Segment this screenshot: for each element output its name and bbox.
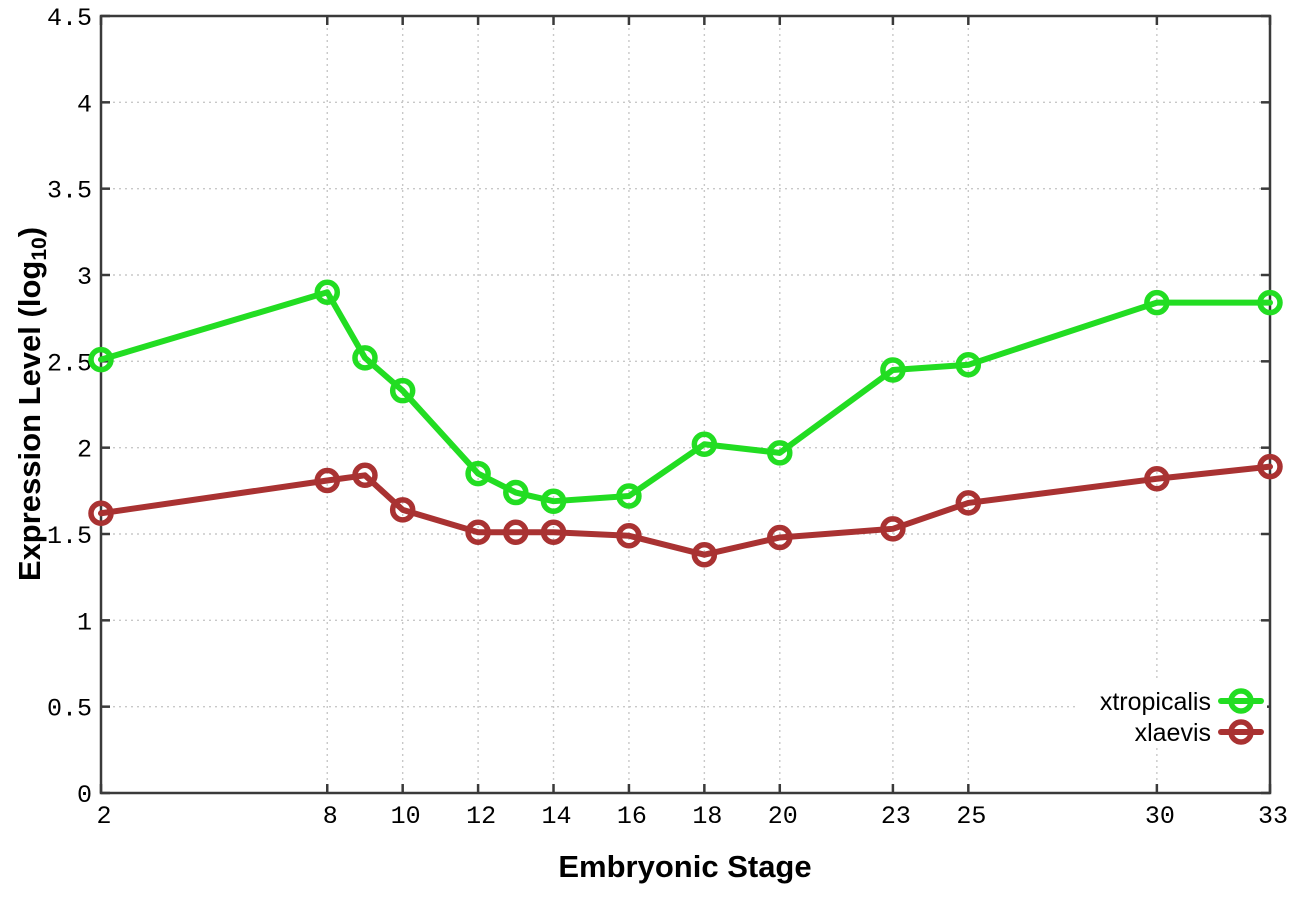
- data-point-xtropicalis: [1144, 289, 1170, 316]
- y-tick-label: 0.5: [47, 695, 92, 724]
- legend-marker-xtropicalis: [1228, 688, 1254, 714]
- y-tick-label: 3: [77, 263, 92, 292]
- data-point-xlaevis: [691, 541, 718, 568]
- data-point-xtropicalis: [616, 483, 642, 509]
- plot-border: [99, 14, 1272, 795]
- series-line-xlaevis: [98, 463, 1273, 558]
- x-tick-label: 14: [542, 802, 572, 831]
- y-tick-label: 1.5: [47, 522, 92, 551]
- y-tick-label: 2.5: [47, 349, 92, 378]
- data-point-xlaevis: [389, 497, 416, 523]
- data-point-xlaevis: [352, 462, 378, 489]
- legend-label-xtropicalis: xtropicalis: [1100, 688, 1211, 716]
- data-point-xtropicalis: [352, 345, 378, 371]
- series-line-xtropicalis: [98, 289, 1273, 505]
- x-tick-label: 10: [391, 802, 421, 831]
- data-point-xtropicalis: [1257, 289, 1283, 316]
- y-axis-title: Expression Level (log10): [12, 226, 51, 582]
- data-point-xlaevis: [955, 490, 982, 516]
- data-point-xtropicalis: [314, 279, 341, 306]
- data-point-xtropicalis: [389, 377, 416, 404]
- x-tick-label: 20: [768, 802, 798, 831]
- data-point-xtropicalis: [540, 488, 567, 514]
- x-tick-label: 8: [323, 802, 338, 831]
- y-tick-label: 4: [77, 90, 92, 119]
- y-axis-title-subscript: 10: [27, 237, 51, 261]
- data-point-xtropicalis: [880, 357, 906, 383]
- y-tick-label: 1: [77, 608, 92, 637]
- data-point-xtropicalis: [691, 431, 718, 457]
- data-point-xtropicalis: [88, 346, 114, 373]
- data-point-xtropicalis: [465, 460, 491, 487]
- x-axis-title: Embryonic Stage: [558, 849, 812, 884]
- data-point-xtropicalis: [767, 440, 793, 466]
- data-point-xlaevis: [880, 516, 906, 542]
- y-tick-label: 4.5: [47, 4, 92, 33]
- x-tick-label: 30: [1145, 802, 1175, 831]
- data-point-xtropicalis: [955, 352, 982, 378]
- x-tick-label: 23: [881, 802, 911, 831]
- x-tick-label: 25: [956, 802, 986, 831]
- x-tick-label: 16: [617, 802, 647, 831]
- data-point-xlaevis: [88, 500, 114, 527]
- data-point-xlaevis: [540, 519, 567, 546]
- y-axis-title-suffix: ): [12, 226, 47, 238]
- data-point-xtropicalis: [503, 479, 529, 506]
- data-point-xlaevis: [465, 519, 491, 546]
- y-tick-label: 3.5: [47, 177, 92, 206]
- x-tick-label: 2: [96, 802, 111, 831]
- x-tick-label: 33: [1258, 802, 1288, 831]
- data-point-xlaevis: [503, 519, 529, 546]
- y-tick-label: 0: [77, 781, 92, 810]
- data-point-xlaevis: [1144, 465, 1170, 492]
- x-tick-label: 12: [466, 802, 496, 831]
- y-tick-label: 2: [77, 436, 92, 465]
- data-point-xlaevis: [616, 522, 642, 549]
- legend-label-xlaevis: xlaevis: [1135, 719, 1211, 747]
- data-point-xlaevis: [1257, 453, 1283, 480]
- data-point-xlaevis: [314, 467, 341, 494]
- legend-marker-xlaevis: [1228, 719, 1254, 745]
- data-point-xlaevis: [767, 524, 793, 551]
- y-axis-title-text: Expression Level (log: [12, 260, 47, 582]
- x-tick-label: 18: [692, 802, 722, 831]
